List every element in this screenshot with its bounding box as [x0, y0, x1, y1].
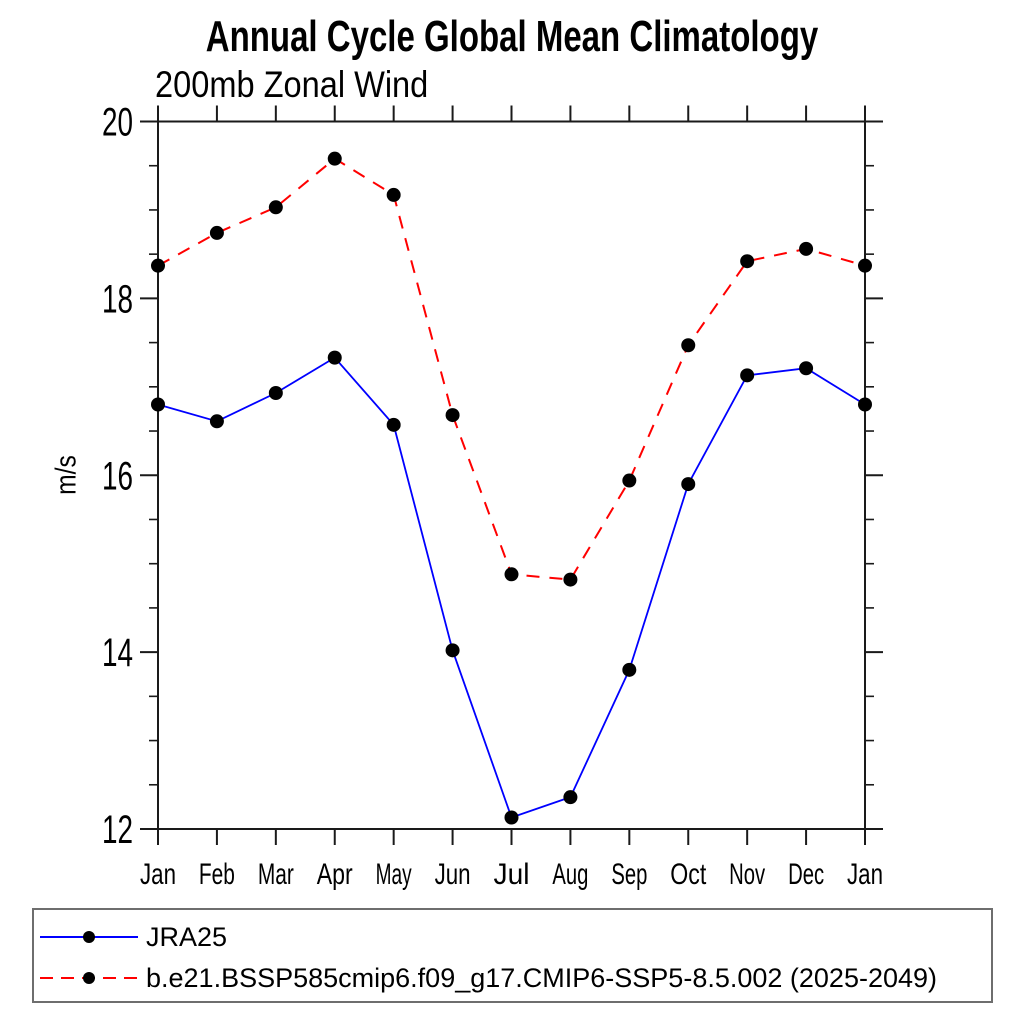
x-tick-label: Apr [317, 858, 353, 891]
y-tick-label: 20 [102, 101, 133, 145]
data-point-marker [386, 417, 401, 432]
series-line-dashed [157, 157, 866, 581]
data-point-marker [209, 414, 224, 429]
legend-box: JRA25 b.e21.BSSP585cmip6.f09_g17.CMIP6-S… [32, 908, 993, 1003]
data-point-marker [504, 810, 519, 825]
series-line-solid [157, 356, 866, 819]
x-tick-label: Mar [258, 858, 294, 891]
y-tick-label: 14 [102, 631, 133, 675]
legend-item-jra25: JRA25 [38, 921, 228, 952]
data-point-marker [858, 397, 872, 412]
legend-label-jra25: JRA25 [146, 921, 228, 952]
data-point-marker [799, 361, 814, 376]
data-point-marker [740, 368, 755, 383]
data-point-marker [858, 258, 872, 273]
data-point-marker [268, 386, 283, 401]
x-tick-label: Sep [611, 858, 647, 891]
data-point-marker [622, 473, 637, 488]
data-point-marker [386, 187, 401, 202]
x-tick-label: Aug [552, 858, 588, 891]
chart-title: Annual Cycle Global Mean Climatology [205, 12, 819, 61]
data-point-marker [681, 477, 696, 492]
x-tick-label: Jun [435, 858, 471, 891]
legend-line-solid-icon [40, 931, 138, 943]
data-point-marker [268, 200, 283, 215]
x-tick-label: Feb [199, 858, 235, 891]
chart-subtitle: 200mb Zonal Wind [155, 64, 429, 105]
data-point-marker [151, 258, 165, 273]
legend-item-model: b.e21.BSSP585cmip6.f09_g17.CMIP6-SSP5-8.… [38, 962, 938, 993]
y-tick-label: 16 [102, 454, 133, 498]
data-point-marker [563, 572, 578, 587]
data-point-marker [740, 254, 755, 269]
data-point-marker [445, 643, 460, 658]
data-point-marker [327, 151, 342, 166]
data-point-marker [504, 567, 519, 582]
x-tick-label: Oct [670, 858, 707, 891]
data-point-marker [563, 790, 578, 805]
x-tick-label: Jan [140, 858, 176, 891]
x-tick-label: Jul [494, 858, 530, 891]
data-point-marker [209, 225, 224, 240]
x-tick-label: Dec [788, 858, 824, 891]
data-point-marker [327, 350, 342, 365]
data-point-marker [445, 408, 460, 423]
y-tick-label: 12 [102, 808, 133, 852]
y-tick-label: 18 [102, 277, 133, 321]
data-point-marker [151, 397, 165, 412]
data-point-marker [622, 662, 637, 677]
legend-label-model: b.e21.BSSP585cmip6.f09_g17.CMIP6-SSP5-8.… [146, 962, 938, 993]
x-tick-label: Jan [847, 858, 883, 891]
x-tick-label: Nov [729, 858, 765, 891]
data-point-marker [799, 241, 814, 256]
data-point-marker [681, 338, 696, 353]
x-tick-label: May [376, 858, 412, 891]
legend-line-dashed-icon [40, 972, 138, 984]
